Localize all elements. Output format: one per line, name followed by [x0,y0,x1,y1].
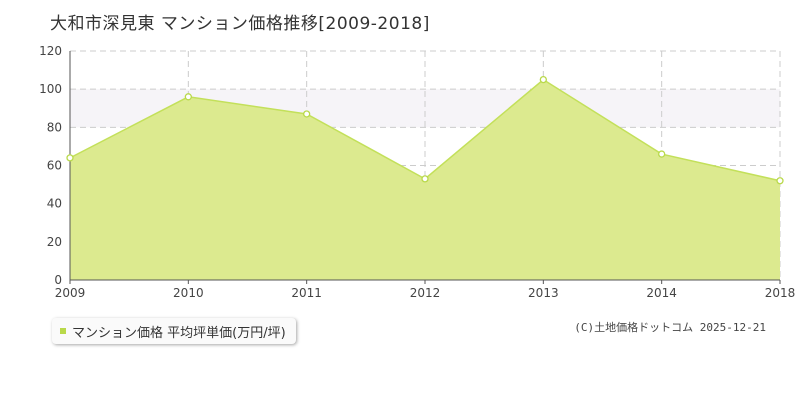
y-tick-label: 80 [47,120,62,134]
data-point [658,150,666,158]
x-tick-label: 2010 [173,286,204,300]
tick-label-layer: 0 20 40 60 80 100 120 2009 2010 2011 2012 2013 2014 2… [39,44,795,300]
y-tick-label: 20 [47,235,62,249]
data-point [776,177,784,185]
copyright-footer: (C)土地価格ドットコム 2025-12-21 [574,321,766,334]
x-tick-label: 2014 [646,286,677,300]
data-point [184,93,192,101]
axis-layer [69,51,781,284]
legend-label: マンション価格 平均坪単価(万円/坪) [72,325,286,341]
x-tick-label: 2011 [291,286,322,300]
marker-layer [66,75,784,185]
legend-swatch [60,328,66,334]
y-tick-label: 100 [39,82,62,96]
y-tick-label: 120 [39,44,62,58]
data-point [421,175,429,183]
data-point [539,75,547,84]
data-point [66,154,74,162]
legend: マンション価格 平均坪単価(万円/坪) [52,318,296,344]
x-tick-label: 2018 [765,286,796,300]
y-tick-label: 40 [47,197,62,211]
data-point [303,110,311,118]
y-tick-label: 60 [47,159,62,173]
x-tick-label: 2013 [528,286,559,300]
chart-title: 大和市深見東 マンション価格推移[2009-2018] [50,14,430,34]
x-tick-label: 2012 [410,286,441,300]
y-tick-label: 0 [54,273,62,287]
x-tick-label: 2009 [55,286,86,300]
